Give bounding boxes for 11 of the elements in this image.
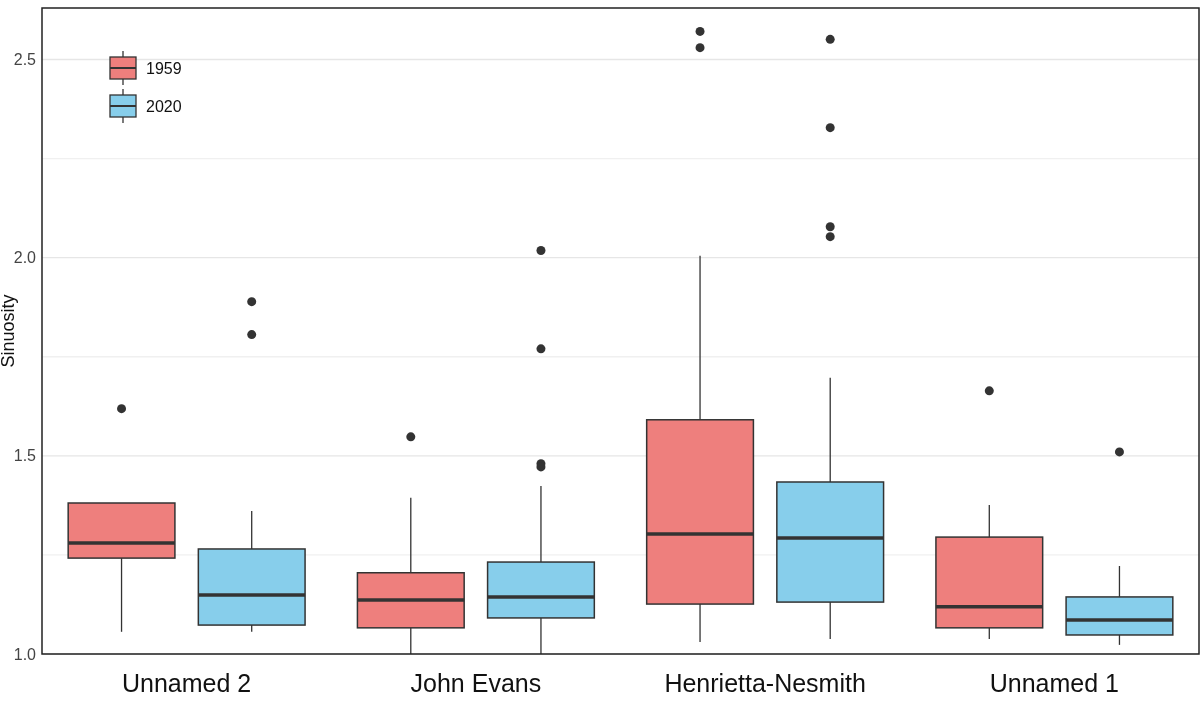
y-tick-label: 1.5 [13,447,37,465]
x-tick-label: Henrietta-Nesmith [664,669,866,697]
y-tick-label: 2.5 [13,51,37,69]
legend-label: 1959 [146,59,182,77]
y-tick-label: 2.0 [13,249,37,267]
x-tick-label: Unnamed 2 [122,669,252,697]
x-tick-label: John Evans [410,669,542,697]
y-axis-title: Sinuosity [0,294,18,368]
y-tick-label: 1.0 [13,645,37,663]
x-tick-label: Unnamed 1 [989,669,1119,697]
legend-label: 2020 [146,97,182,115]
